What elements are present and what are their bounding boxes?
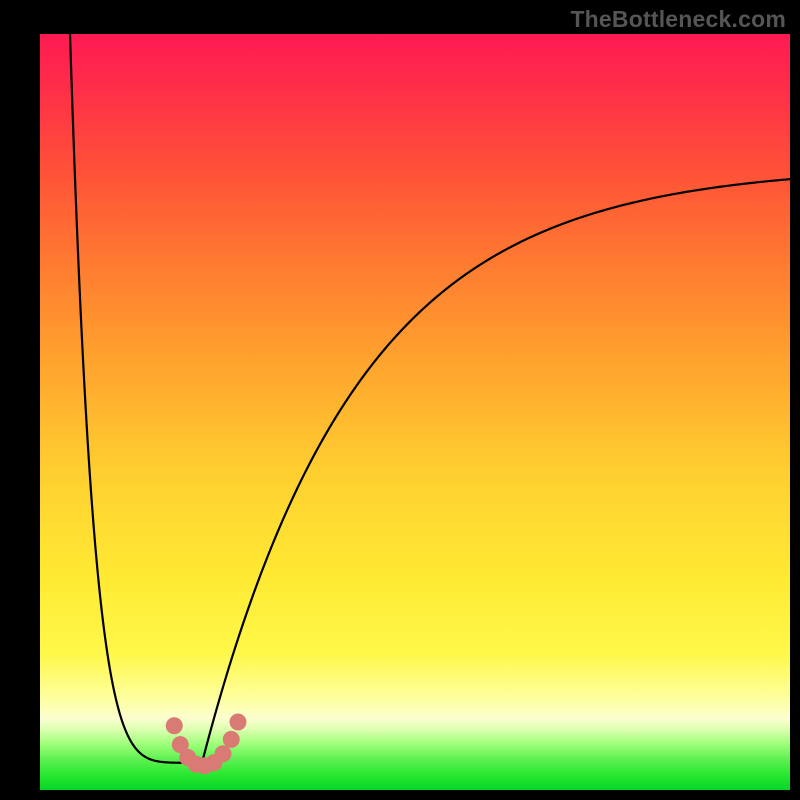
watermark-label: TheBottleneck.com <box>570 6 786 33</box>
valley-marker <box>230 713 247 730</box>
chart-container: TheBottleneck.com <box>0 0 800 800</box>
plot-background <box>40 34 790 790</box>
bottleneck-chart <box>0 0 800 800</box>
valley-marker <box>223 731 240 748</box>
valley-marker <box>166 717 183 734</box>
valley-marker <box>215 745 232 762</box>
